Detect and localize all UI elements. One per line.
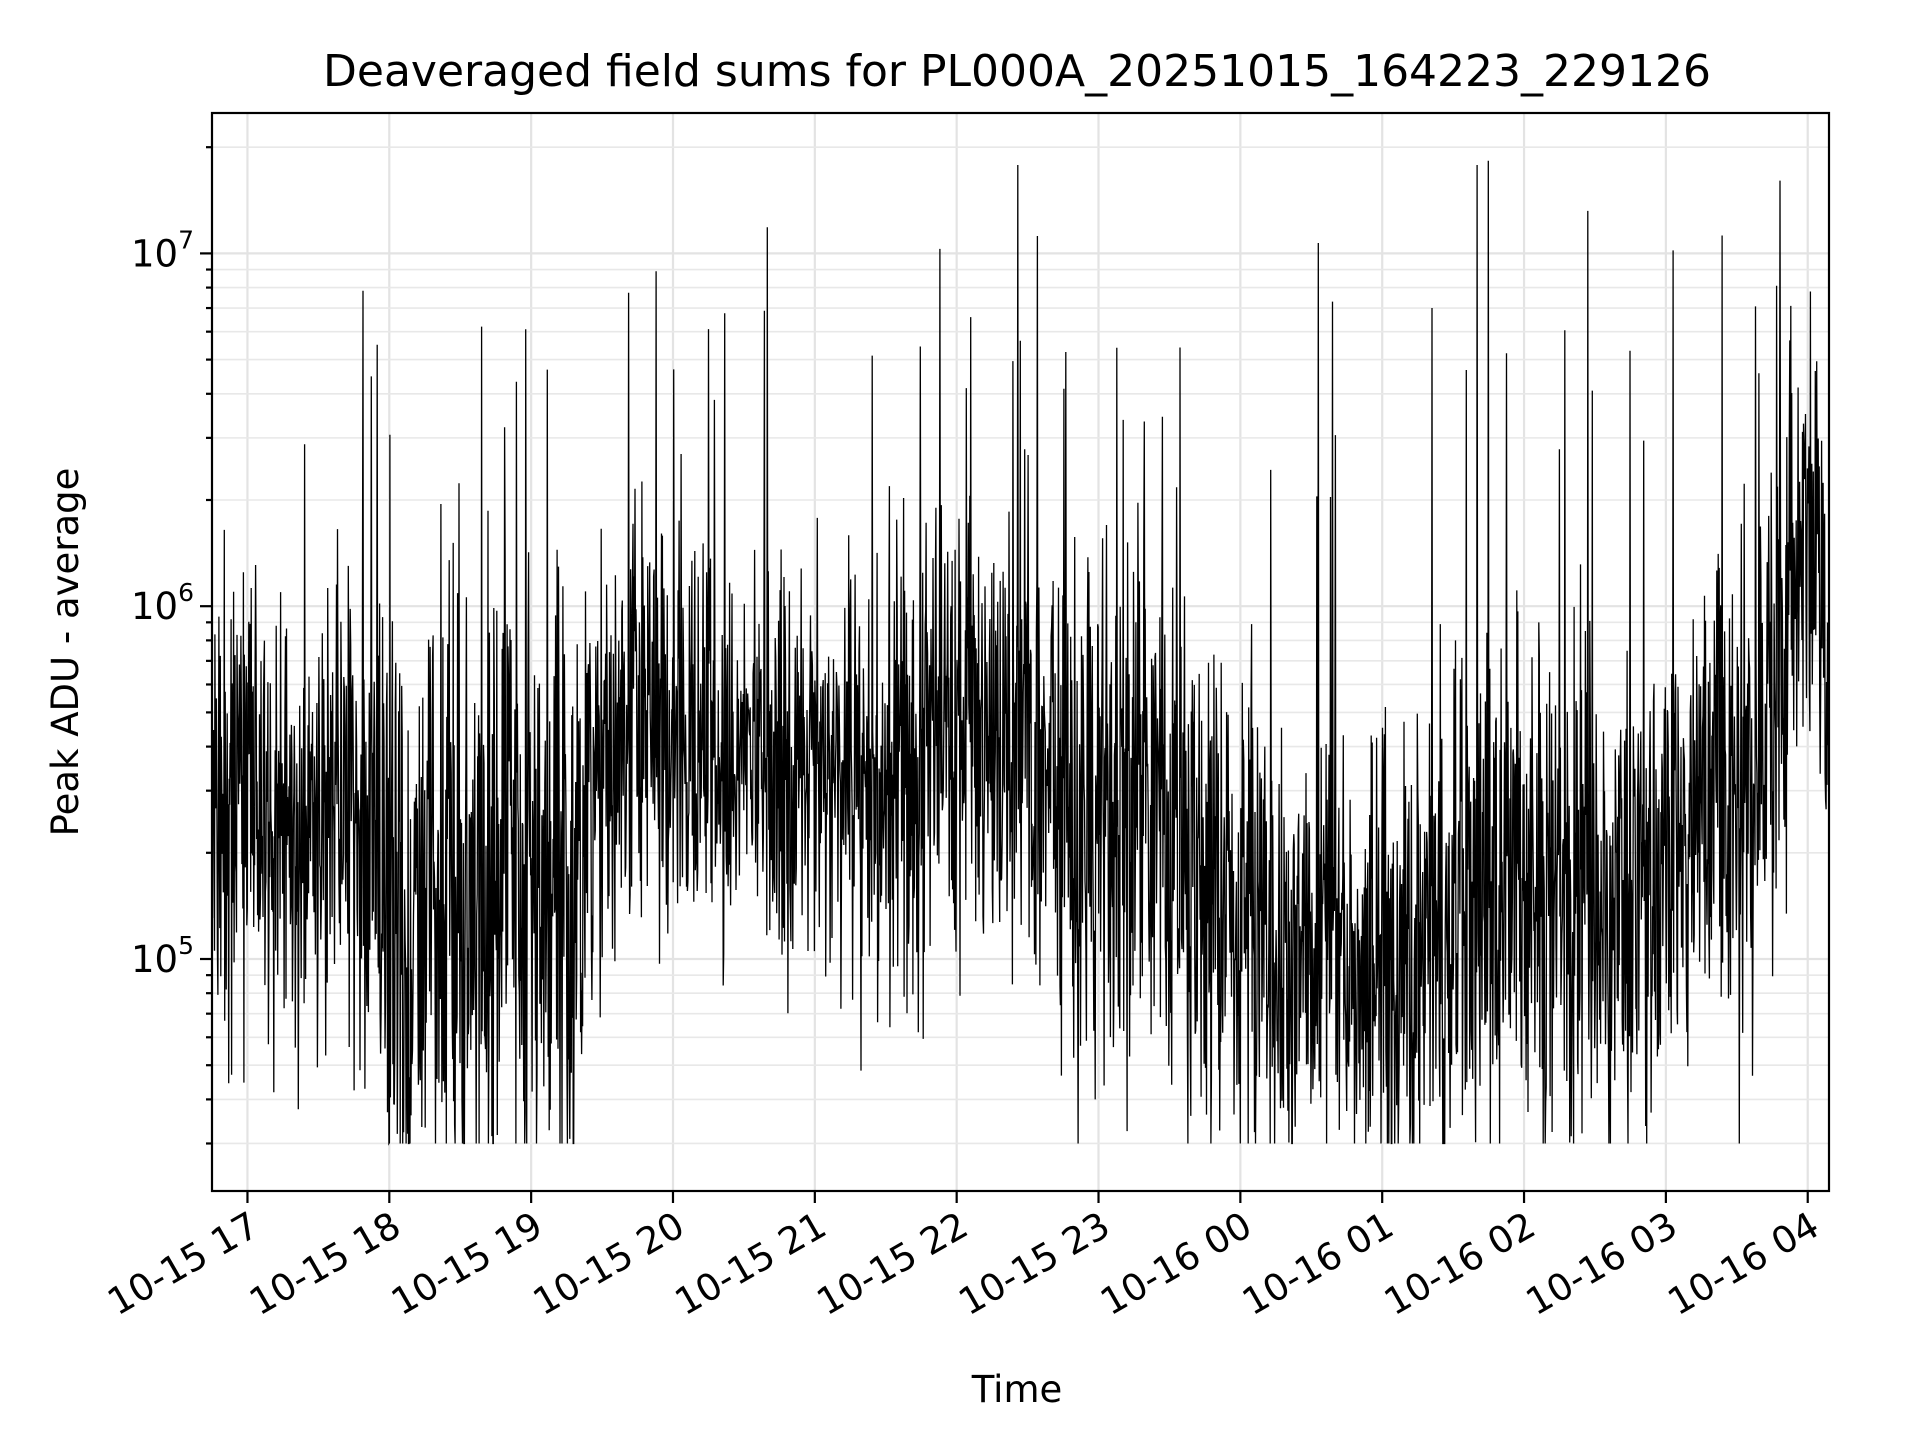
y-tick-label: 105 <box>131 931 194 981</box>
y-tick-label: 107 <box>131 225 194 275</box>
y-axis-label: Peak ADU - average <box>44 468 87 837</box>
plot-frame <box>210 111 1831 1193</box>
chart-title: Deaveraged field sums for PL000A_2025101… <box>323 46 1711 97</box>
series-line <box>211 160 1830 1146</box>
x-axis-label: Time <box>971 1368 1063 1411</box>
y-tick-label: 106 <box>131 578 194 628</box>
data-layer <box>211 160 1830 1146</box>
